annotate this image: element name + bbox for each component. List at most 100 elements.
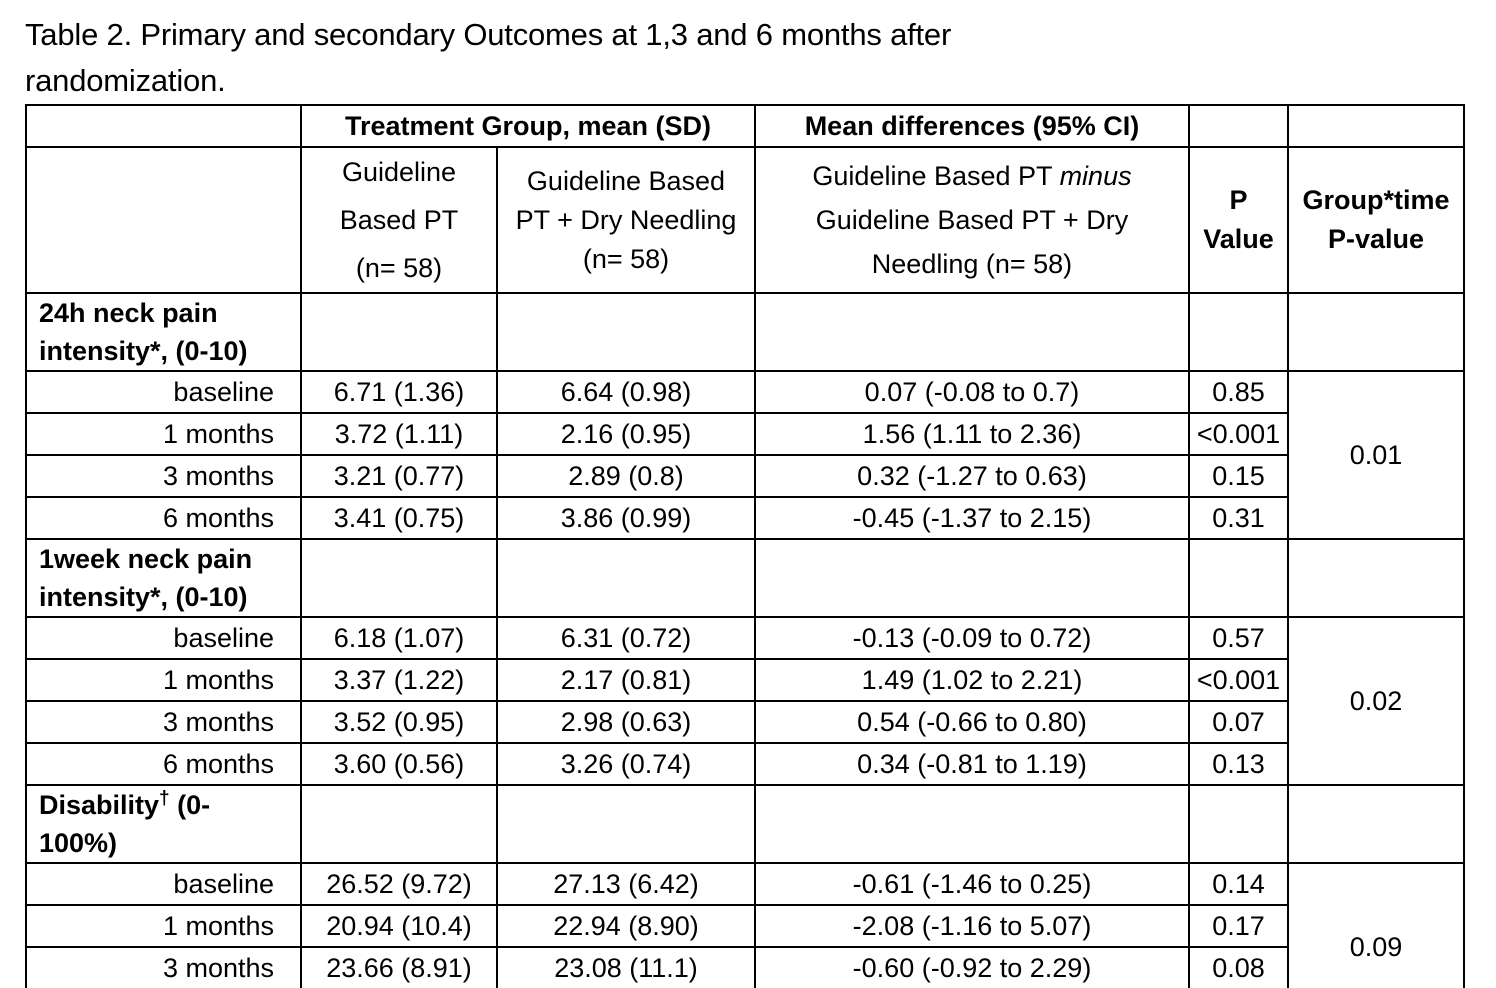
section-row-24h-neck-pain: 24h neck pain intensity*, (0-10) bbox=[25, 292, 1465, 372]
time-label: baseline bbox=[25, 370, 302, 414]
p-value: 0.31 bbox=[1188, 496, 1289, 540]
header-mean-differences: Mean differences (95% CI) bbox=[754, 104, 1190, 148]
table-row: 1 months 3.72 (1.11) 2.16 (0.95) 1.56 (1… bbox=[25, 412, 1464, 456]
section-label-rest: (0- 100%) bbox=[39, 790, 211, 858]
table-row: baseline 26.52 (9.72) 27.13 (6.42) -0.61… bbox=[25, 862, 1465, 988]
pt-dn-value: 2.89 (0.8) bbox=[496, 454, 756, 498]
header-guideline-pt-dn: Guideline Based PT + Dry Needling (n= 58… bbox=[496, 146, 756, 294]
header-diff-rest: Guideline Based PT + Dry Needling (n= 58… bbox=[815, 205, 1129, 279]
empty-cell bbox=[1188, 292, 1289, 372]
empty-cell bbox=[1287, 292, 1465, 372]
pt-value: 3.37 (1.22) bbox=[300, 658, 498, 702]
section-label: 24h neck pain intensity*, (0-10) bbox=[25, 292, 302, 372]
diff-value: 0.07 (-0.08 to 0.7) bbox=[754, 370, 1190, 414]
empty-cell bbox=[1188, 784, 1289, 864]
pt-value: 3.52 (0.95) bbox=[300, 700, 498, 744]
header-diff-prefix: Guideline Based PT bbox=[812, 161, 1060, 191]
table-row: 6 months 3.41 (0.75) 3.86 (0.99) -0.45 (… bbox=[25, 496, 1464, 540]
header-diff-minus-word: minus bbox=[1059, 161, 1132, 191]
section-label-text: 24h neck pain intensity*, (0-10) bbox=[39, 298, 248, 366]
table-row: 1 months 3.37 (1.22) 2.17 (0.81) 1.49 (1… bbox=[25, 658, 1464, 702]
time-label: 1 months bbox=[25, 658, 302, 702]
pt-dn-value: 23.08 (11.1) bbox=[496, 946, 756, 988]
p-value: 0.15 bbox=[1188, 454, 1289, 498]
time-label: 6 months bbox=[25, 496, 302, 540]
table-row: 3 months 23.66 (8.91) 23.08 (11.1) -0.60… bbox=[25, 946, 1464, 988]
table-row: 6 months 3.60 (0.56) 3.26 (0.74) 0.34 (-… bbox=[25, 742, 1464, 786]
p-value: 0.17 bbox=[1188, 904, 1289, 948]
header-treatment-group: Treatment Group, mean (SD) bbox=[300, 104, 756, 148]
header-empty-corner bbox=[25, 104, 302, 148]
table-row: baseline 6.71 (1.36) 6.64 (0.98) 0.07 (-… bbox=[25, 370, 1465, 540]
header-diff-description: Guideline Based PT minus Guideline Based… bbox=[754, 146, 1190, 294]
diff-value: -0.13 (-0.09 to 0.72) bbox=[754, 616, 1190, 660]
header-p-value-spacer bbox=[1188, 104, 1289, 148]
diff-value: -0.45 (-1.37 to 2.15) bbox=[754, 496, 1190, 540]
table-title: Table 2. Primary and secondary Outcomes … bbox=[25, 17, 952, 98]
group-time-p-value: 0.02 bbox=[1287, 616, 1465, 786]
diff-value: -0.60 (-0.92 to 2.29) bbox=[754, 946, 1190, 988]
p-value: 0.14 bbox=[1188, 862, 1289, 906]
empty-cell bbox=[496, 784, 756, 864]
section-label: Disability† (0- 100%) bbox=[25, 784, 302, 864]
diff-value: 0.32 (-1.27 to 0.63) bbox=[754, 454, 1190, 498]
time-label: 3 months bbox=[25, 700, 302, 744]
pt-value: 3.60 (0.56) bbox=[300, 742, 498, 786]
time-label: 1 months bbox=[25, 904, 302, 948]
header-guideline-pt: Guideline Based PT (n= 58) bbox=[300, 146, 498, 294]
diff-value: 1.56 (1.11 to 2.36) bbox=[754, 412, 1190, 456]
pt-dn-value: 2.17 (0.81) bbox=[496, 658, 756, 702]
pt-dn-value: 3.26 (0.74) bbox=[496, 742, 756, 786]
pt-value: 3.41 (0.75) bbox=[300, 496, 498, 540]
empty-cell bbox=[1287, 538, 1465, 618]
time-label: baseline bbox=[25, 616, 302, 660]
empty-cell bbox=[754, 538, 1190, 618]
header-row-columns: Guideline Based PT (n= 58) Guideline Bas… bbox=[25, 146, 1465, 294]
p-value: 0.07 bbox=[1188, 700, 1289, 744]
outcomes-table: Treatment Group, mean (SD) Mean differen… bbox=[25, 104, 1465, 988]
header-p-value: P Value bbox=[1188, 146, 1289, 294]
diff-value: 1.49 (1.02 to 2.21) bbox=[754, 658, 1190, 702]
time-label: baseline bbox=[25, 862, 302, 906]
diff-value: -2.08 (-1.16 to 5.07) bbox=[754, 904, 1190, 948]
empty-cell bbox=[496, 538, 756, 618]
table-row: 3 months 3.52 (0.95) 2.98 (0.63) 0.54 (-… bbox=[25, 700, 1464, 744]
pt-dn-value: 2.98 (0.63) bbox=[496, 700, 756, 744]
p-value: 0.57 bbox=[1188, 616, 1289, 660]
section-label-sup: † bbox=[159, 788, 170, 809]
table-row: 1 months 20.94 (10.4) 22.94 (8.90) -2.08… bbox=[25, 904, 1464, 948]
pt-value: 6.18 (1.07) bbox=[300, 616, 498, 660]
pt-value: 3.21 (0.77) bbox=[300, 454, 498, 498]
p-value: <0.001 bbox=[1188, 658, 1289, 702]
group-time-p-value: 0.09 bbox=[1287, 862, 1465, 988]
pt-dn-value: 6.64 (0.98) bbox=[496, 370, 756, 414]
empty-cell bbox=[300, 292, 498, 372]
time-label: 3 months bbox=[25, 454, 302, 498]
section-label-text: Disability bbox=[39, 790, 160, 820]
empty-cell bbox=[1188, 538, 1289, 618]
diff-value: 0.54 (-0.66 to 0.80) bbox=[754, 700, 1190, 744]
time-label: 3 months bbox=[25, 946, 302, 988]
pt-value: 20.94 (10.4) bbox=[300, 904, 498, 948]
pt-dn-value: 3.86 (0.99) bbox=[496, 496, 756, 540]
table-row: baseline 6.18 (1.07) 6.31 (0.72) -0.13 (… bbox=[25, 616, 1465, 786]
header-group-time-spacer bbox=[1287, 104, 1465, 148]
diff-value: -0.61 (-1.46 to 0.25) bbox=[754, 862, 1190, 906]
p-value: 0.85 bbox=[1188, 370, 1289, 414]
pt-dn-value: 2.16 (0.95) bbox=[496, 412, 756, 456]
p-value: <0.001 bbox=[1188, 412, 1289, 456]
empty-cell bbox=[300, 784, 498, 864]
pt-value: 23.66 (8.91) bbox=[300, 946, 498, 988]
pt-dn-value: 6.31 (0.72) bbox=[496, 616, 756, 660]
empty-cell bbox=[300, 538, 498, 618]
p-value: 0.08 bbox=[1188, 946, 1289, 988]
header-group-time: Group*time P-value bbox=[1287, 146, 1465, 294]
time-label: 1 months bbox=[25, 412, 302, 456]
time-label: 6 months bbox=[25, 742, 302, 786]
section-label-text: 1week neck pain intensity*, (0-10) bbox=[39, 544, 253, 612]
pt-value: 26.52 (9.72) bbox=[300, 862, 498, 906]
pt-value: 3.72 (1.11) bbox=[300, 412, 498, 456]
empty-cell bbox=[496, 292, 756, 372]
empty-cell bbox=[1287, 784, 1465, 864]
